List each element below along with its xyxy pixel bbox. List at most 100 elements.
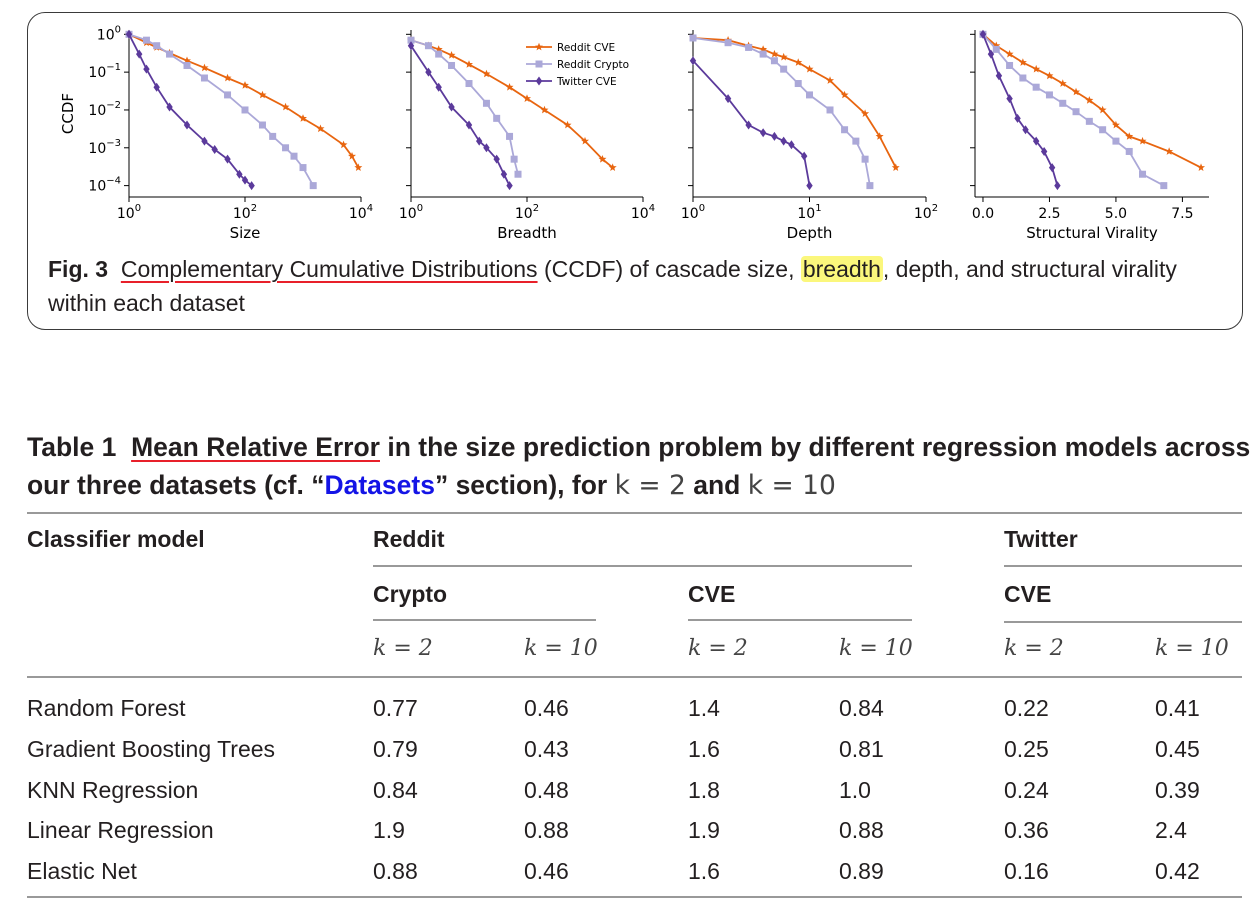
tick-label: 104 xyxy=(631,203,655,222)
data-point xyxy=(992,41,1001,50)
data-point xyxy=(282,144,290,152)
table-cell: 0.39 xyxy=(1155,777,1200,803)
data-point xyxy=(493,154,500,164)
table-cell: 0.22 xyxy=(1004,695,1049,721)
data-point xyxy=(840,90,849,99)
data-point xyxy=(788,140,795,150)
tick-label: 102 xyxy=(515,203,539,222)
data-point xyxy=(125,29,133,39)
k-header: k = 10 xyxy=(524,636,598,661)
table-title-part1: in the size prediction problem by differ… xyxy=(27,432,1251,500)
chart-panel-1: 100 10−1 10−2 10−3 10−4 100 102 104 Size CCDF xyxy=(59,24,373,242)
data-point xyxy=(476,136,483,146)
data-point xyxy=(780,136,787,146)
data-point xyxy=(1098,105,1107,114)
tick-label: 2.5 xyxy=(1038,206,1060,222)
data-point xyxy=(1054,181,1061,191)
caption-text-end: , depth, and structural virality within … xyxy=(48,256,1177,316)
data-point xyxy=(448,61,456,69)
table-cell: 0.16 xyxy=(1004,858,1049,884)
data-point xyxy=(241,106,249,114)
data-point xyxy=(269,132,277,140)
table-cell: 0.43 xyxy=(524,736,569,762)
data-point xyxy=(201,136,208,146)
data-point xyxy=(875,132,884,140)
data-point xyxy=(143,64,150,74)
table-row: Gradient Boosting Trees 0.79 0.43 1.6 0.81 0.… xyxy=(27,736,1200,762)
data-point xyxy=(1048,163,1056,173)
data-point xyxy=(258,90,267,99)
table-cell: 0.81 xyxy=(839,736,884,762)
table-label: Table 1 xyxy=(27,432,117,462)
data-point xyxy=(1045,71,1054,80)
table-title-part2: ” section), for xyxy=(434,470,615,500)
series-reddit-crypto xyxy=(979,30,1168,190)
x-axis-label: Breadth xyxy=(497,224,556,242)
data-point xyxy=(794,58,803,66)
data-point xyxy=(1019,74,1027,82)
data-point xyxy=(500,169,508,179)
data-point xyxy=(505,83,514,91)
tick-label: 7.5 xyxy=(1171,206,1193,222)
data-point xyxy=(506,132,514,140)
data-point xyxy=(1197,163,1205,171)
table-cell: 0.25 xyxy=(1004,736,1049,762)
data-point xyxy=(689,34,697,42)
table-cell: 0.88 xyxy=(839,817,884,843)
legend: Reddit CVE Reddit Crypto Twitter CVE xyxy=(526,42,629,88)
data-point xyxy=(806,181,813,191)
table-cell: 0.88 xyxy=(373,858,418,884)
data-point xyxy=(1018,58,1027,66)
datasets-section-link[interactable]: Datasets xyxy=(324,470,435,500)
table-cell: 0.41 xyxy=(1155,695,1200,721)
data-point xyxy=(581,136,589,145)
data-point xyxy=(425,67,432,77)
legend-label: Reddit Crypto xyxy=(557,59,629,71)
data-point xyxy=(780,65,788,73)
x-axis-label: Depth xyxy=(787,224,833,242)
series-twitter-cve xyxy=(125,29,255,191)
caption-link[interactable]: Complementary Cumulative Distributions xyxy=(120,256,538,282)
table-title-link[interactable]: Mean Relative Error xyxy=(131,432,380,462)
data-point xyxy=(689,56,697,66)
data-point xyxy=(514,170,522,178)
row-model-name: Linear Regression xyxy=(27,817,214,843)
data-point xyxy=(348,152,356,160)
data-point xyxy=(183,56,191,65)
table-cell: 1.9 xyxy=(688,817,720,843)
table-cell: 0.46 xyxy=(524,858,569,884)
tick-label: 100 xyxy=(399,203,423,222)
subheader-reddit-cve: CVE xyxy=(688,581,735,607)
data-point xyxy=(806,91,813,99)
data-point xyxy=(1006,94,1013,104)
data-point xyxy=(771,131,778,141)
data-point xyxy=(1072,108,1080,116)
table-row: KNN Regression 0.84 0.48 1.8 1.0 0.24 0.39 xyxy=(27,777,1200,803)
k-header: k = 2 xyxy=(688,636,748,661)
data-point xyxy=(1125,147,1133,155)
data-point xyxy=(1022,125,1029,135)
series-twitter-cve xyxy=(979,29,1061,191)
data-point xyxy=(309,182,317,190)
data-point xyxy=(241,175,249,185)
data-point xyxy=(339,140,348,149)
tick-label: 102 xyxy=(914,203,938,222)
table-cell: 0.77 xyxy=(373,695,418,721)
table-row: Linear Regression 1.9 0.88 1.9 0.88 0.36 2.4 xyxy=(27,817,1187,843)
data-point xyxy=(166,50,174,58)
data-point xyxy=(166,102,173,112)
series-reddit-crypto xyxy=(407,36,522,178)
data-point xyxy=(236,169,243,179)
subheader-twitter-cve: CVE xyxy=(1004,581,1051,607)
tick-label: 100 xyxy=(117,203,141,222)
data-point xyxy=(483,143,490,153)
data-point xyxy=(724,39,732,47)
data-point xyxy=(316,124,325,133)
data-point xyxy=(1045,91,1053,99)
data-point xyxy=(995,71,1003,81)
k-header: k = 10 xyxy=(839,636,913,661)
data-point xyxy=(826,106,834,114)
table-cell: 1.9 xyxy=(373,817,405,843)
row-model-name: Elastic Net xyxy=(27,858,138,884)
table-cell: 0.89 xyxy=(839,858,884,884)
